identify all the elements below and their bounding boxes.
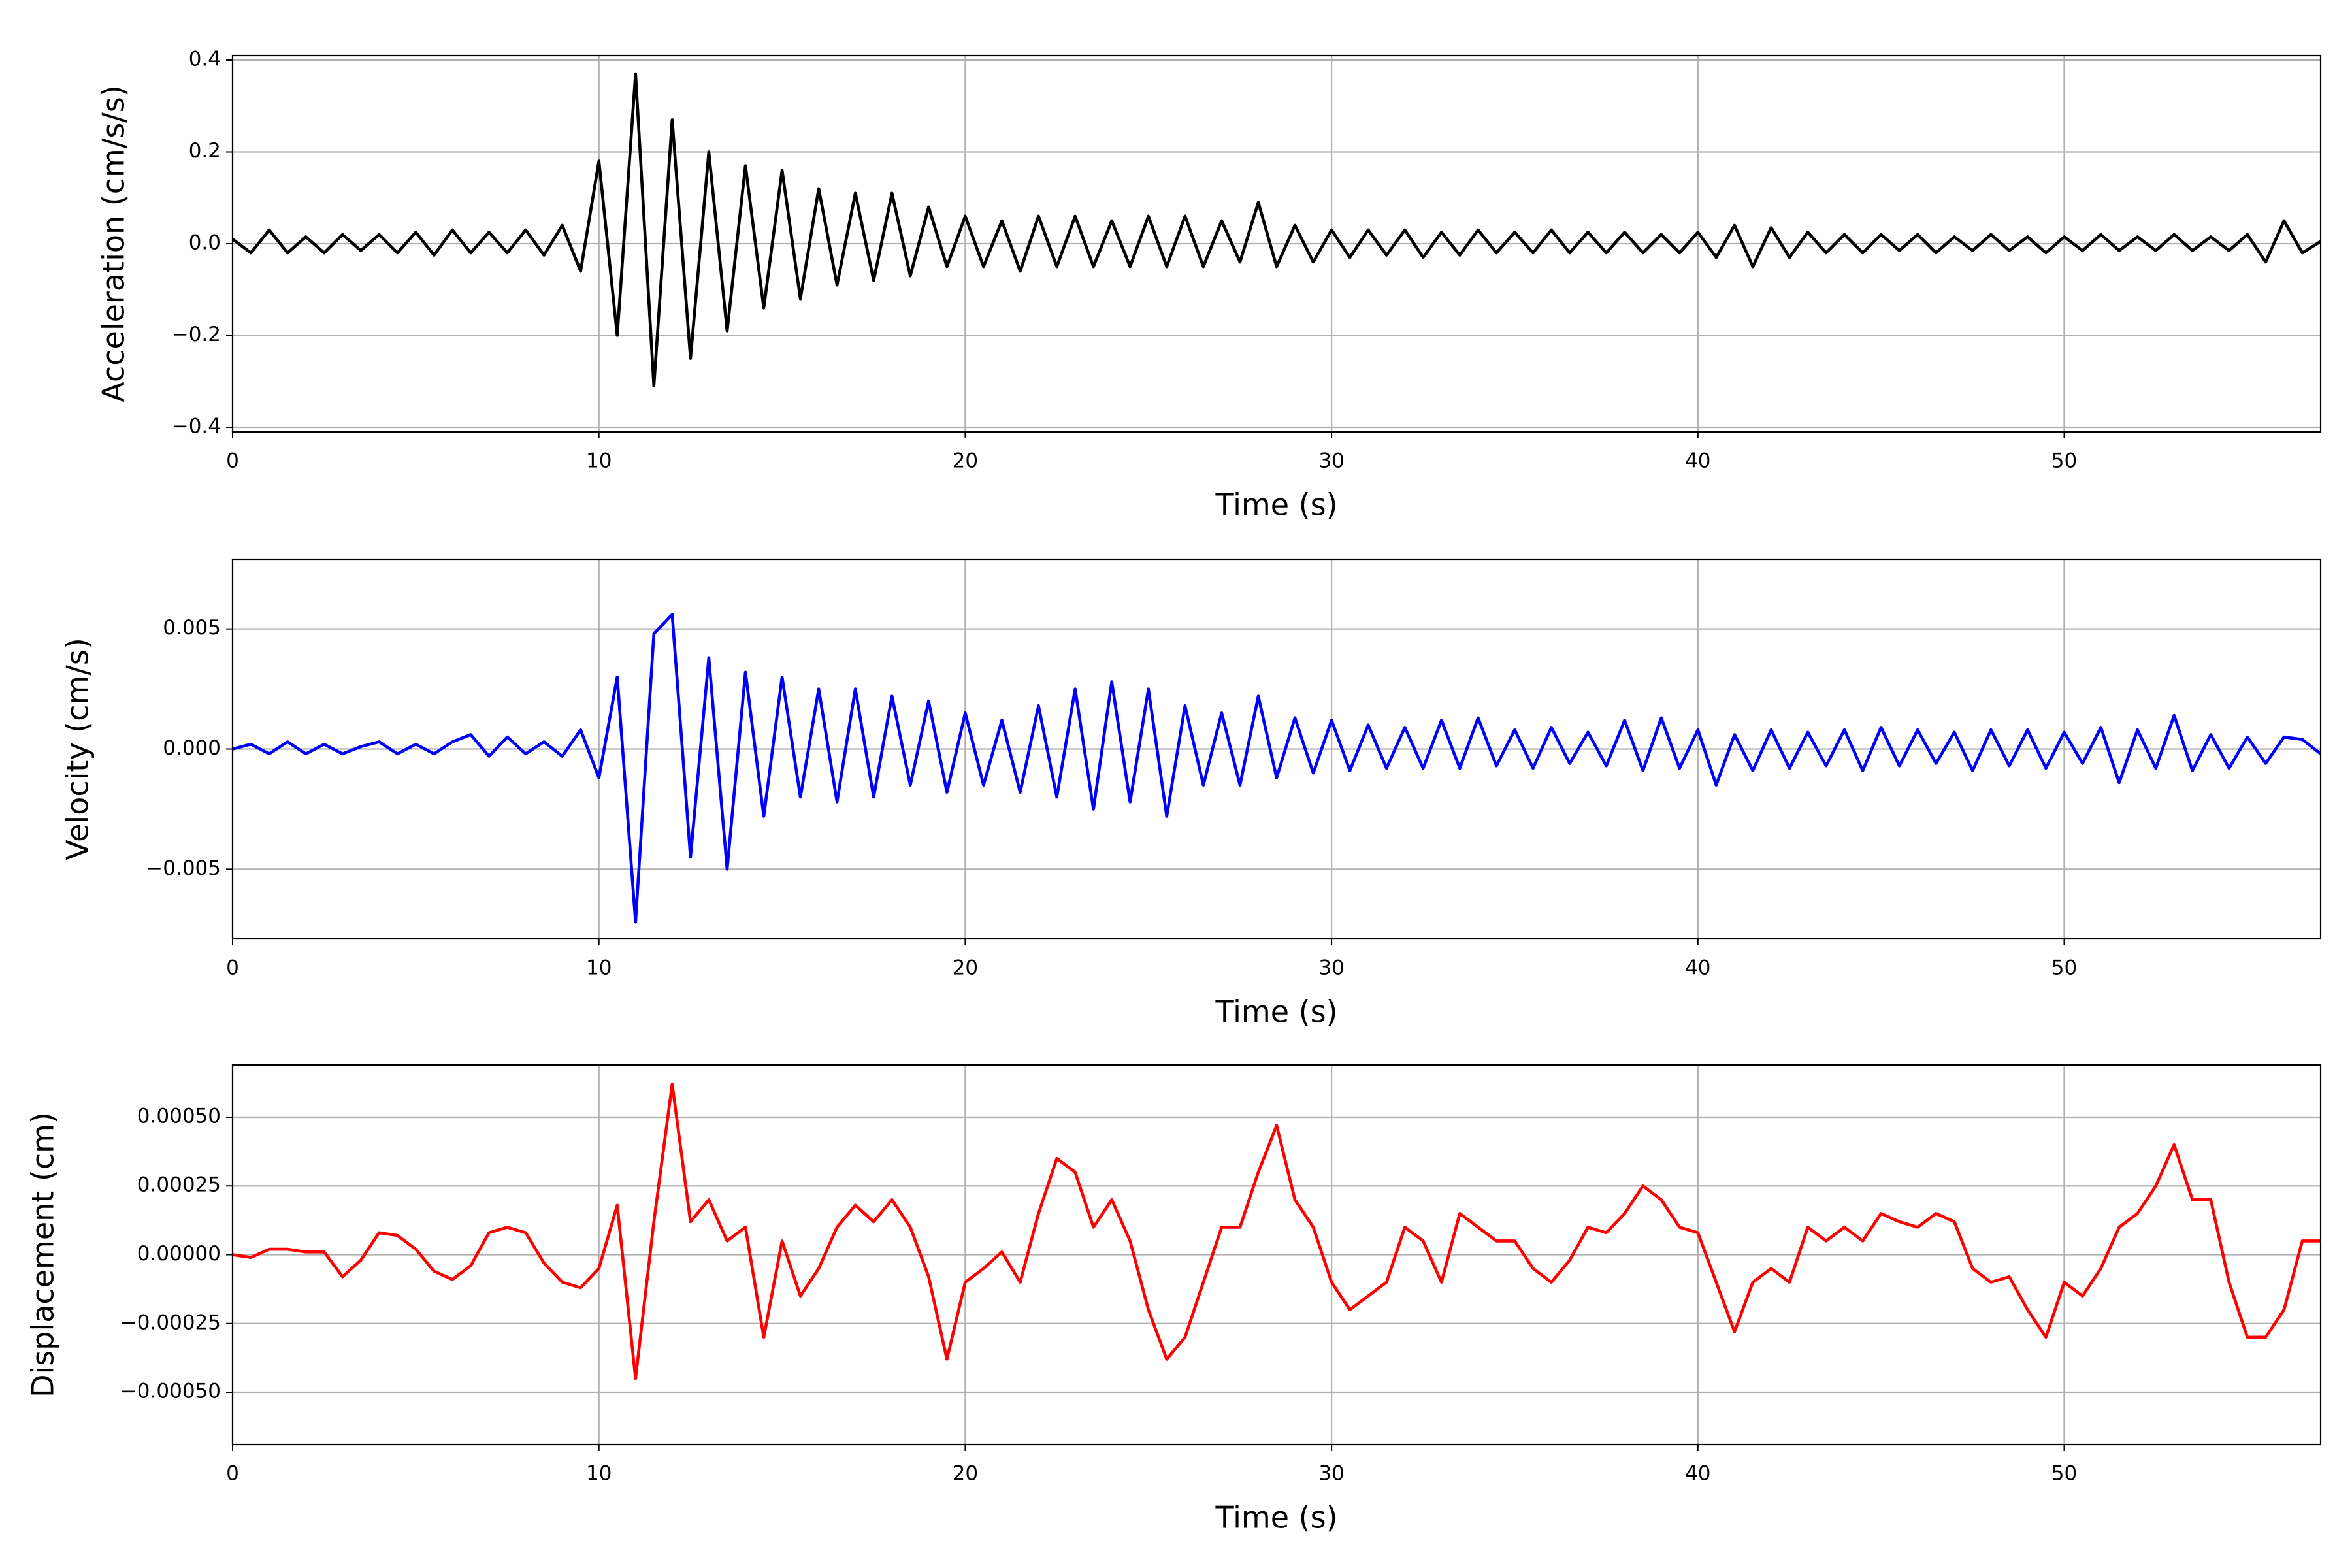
x-tick-label: 50: [2051, 449, 2077, 473]
data-line: [232, 613, 2322, 924]
x-tick-label: 30: [1318, 956, 1344, 980]
y-tick-label: −0.00025: [120, 1311, 221, 1334]
y-tick-label: 0.2: [189, 139, 221, 163]
y-tick-label: 0.005: [163, 616, 221, 640]
x-tick-label: 10: [586, 956, 612, 980]
x-tick-label: 40: [1685, 1462, 1710, 1486]
axes-frame: [231, 1064, 2322, 1446]
y-tick-label: 0.00000: [137, 1242, 221, 1266]
y-tick-label: −0.00050: [120, 1380, 221, 1403]
x-tick-label: 30: [1318, 449, 1344, 473]
y-tick-label: 0.0: [189, 231, 221, 255]
x-tick-label: 50: [2051, 1462, 2077, 1486]
x-tick-label: 40: [1685, 956, 1710, 980]
y-tick-label: −0.2: [172, 323, 221, 346]
x-tick-label: 0: [226, 956, 239, 980]
x-tick-label: 50: [2051, 956, 2077, 980]
x-tick-label: 20: [953, 449, 978, 473]
data-line: [231, 72, 2322, 388]
y-tick-label: −0.005: [146, 857, 221, 880]
x-axis-label: Time (s): [1215, 994, 1337, 1030]
y-axis-label: Velocity (cm/s): [60, 638, 95, 860]
y-tick-label: 0.000: [163, 736, 221, 760]
y-tick-label: 0.4: [189, 48, 221, 71]
x-tick-label: 10: [586, 449, 612, 473]
x-tick-label: 0: [226, 1462, 239, 1486]
x-tick-label: 0: [226, 449, 239, 473]
x-tick-label: 10: [586, 1462, 612, 1486]
y-tick-label: 0.00025: [137, 1173, 221, 1197]
x-tick-label: 20: [953, 956, 978, 980]
y-tick-label: 0.00050: [137, 1104, 221, 1128]
y-tick-label: −0.4: [172, 414, 221, 438]
x-axis-label: Time (s): [1215, 487, 1337, 523]
x-tick-label: 40: [1685, 449, 1710, 473]
axes-frame: [231, 54, 2322, 433]
x-tick-label: 30: [1318, 1462, 1344, 1486]
axes-frame: [231, 558, 2322, 940]
y-axis-label: Displacement (cm): [25, 1112, 61, 1397]
x-tick-label: 20: [953, 1462, 978, 1486]
x-axis-label: Time (s): [1215, 1500, 1337, 1535]
data-line: [232, 1083, 2321, 1380]
y-axis-label: Acceleration (cm/s/s): [96, 85, 131, 402]
